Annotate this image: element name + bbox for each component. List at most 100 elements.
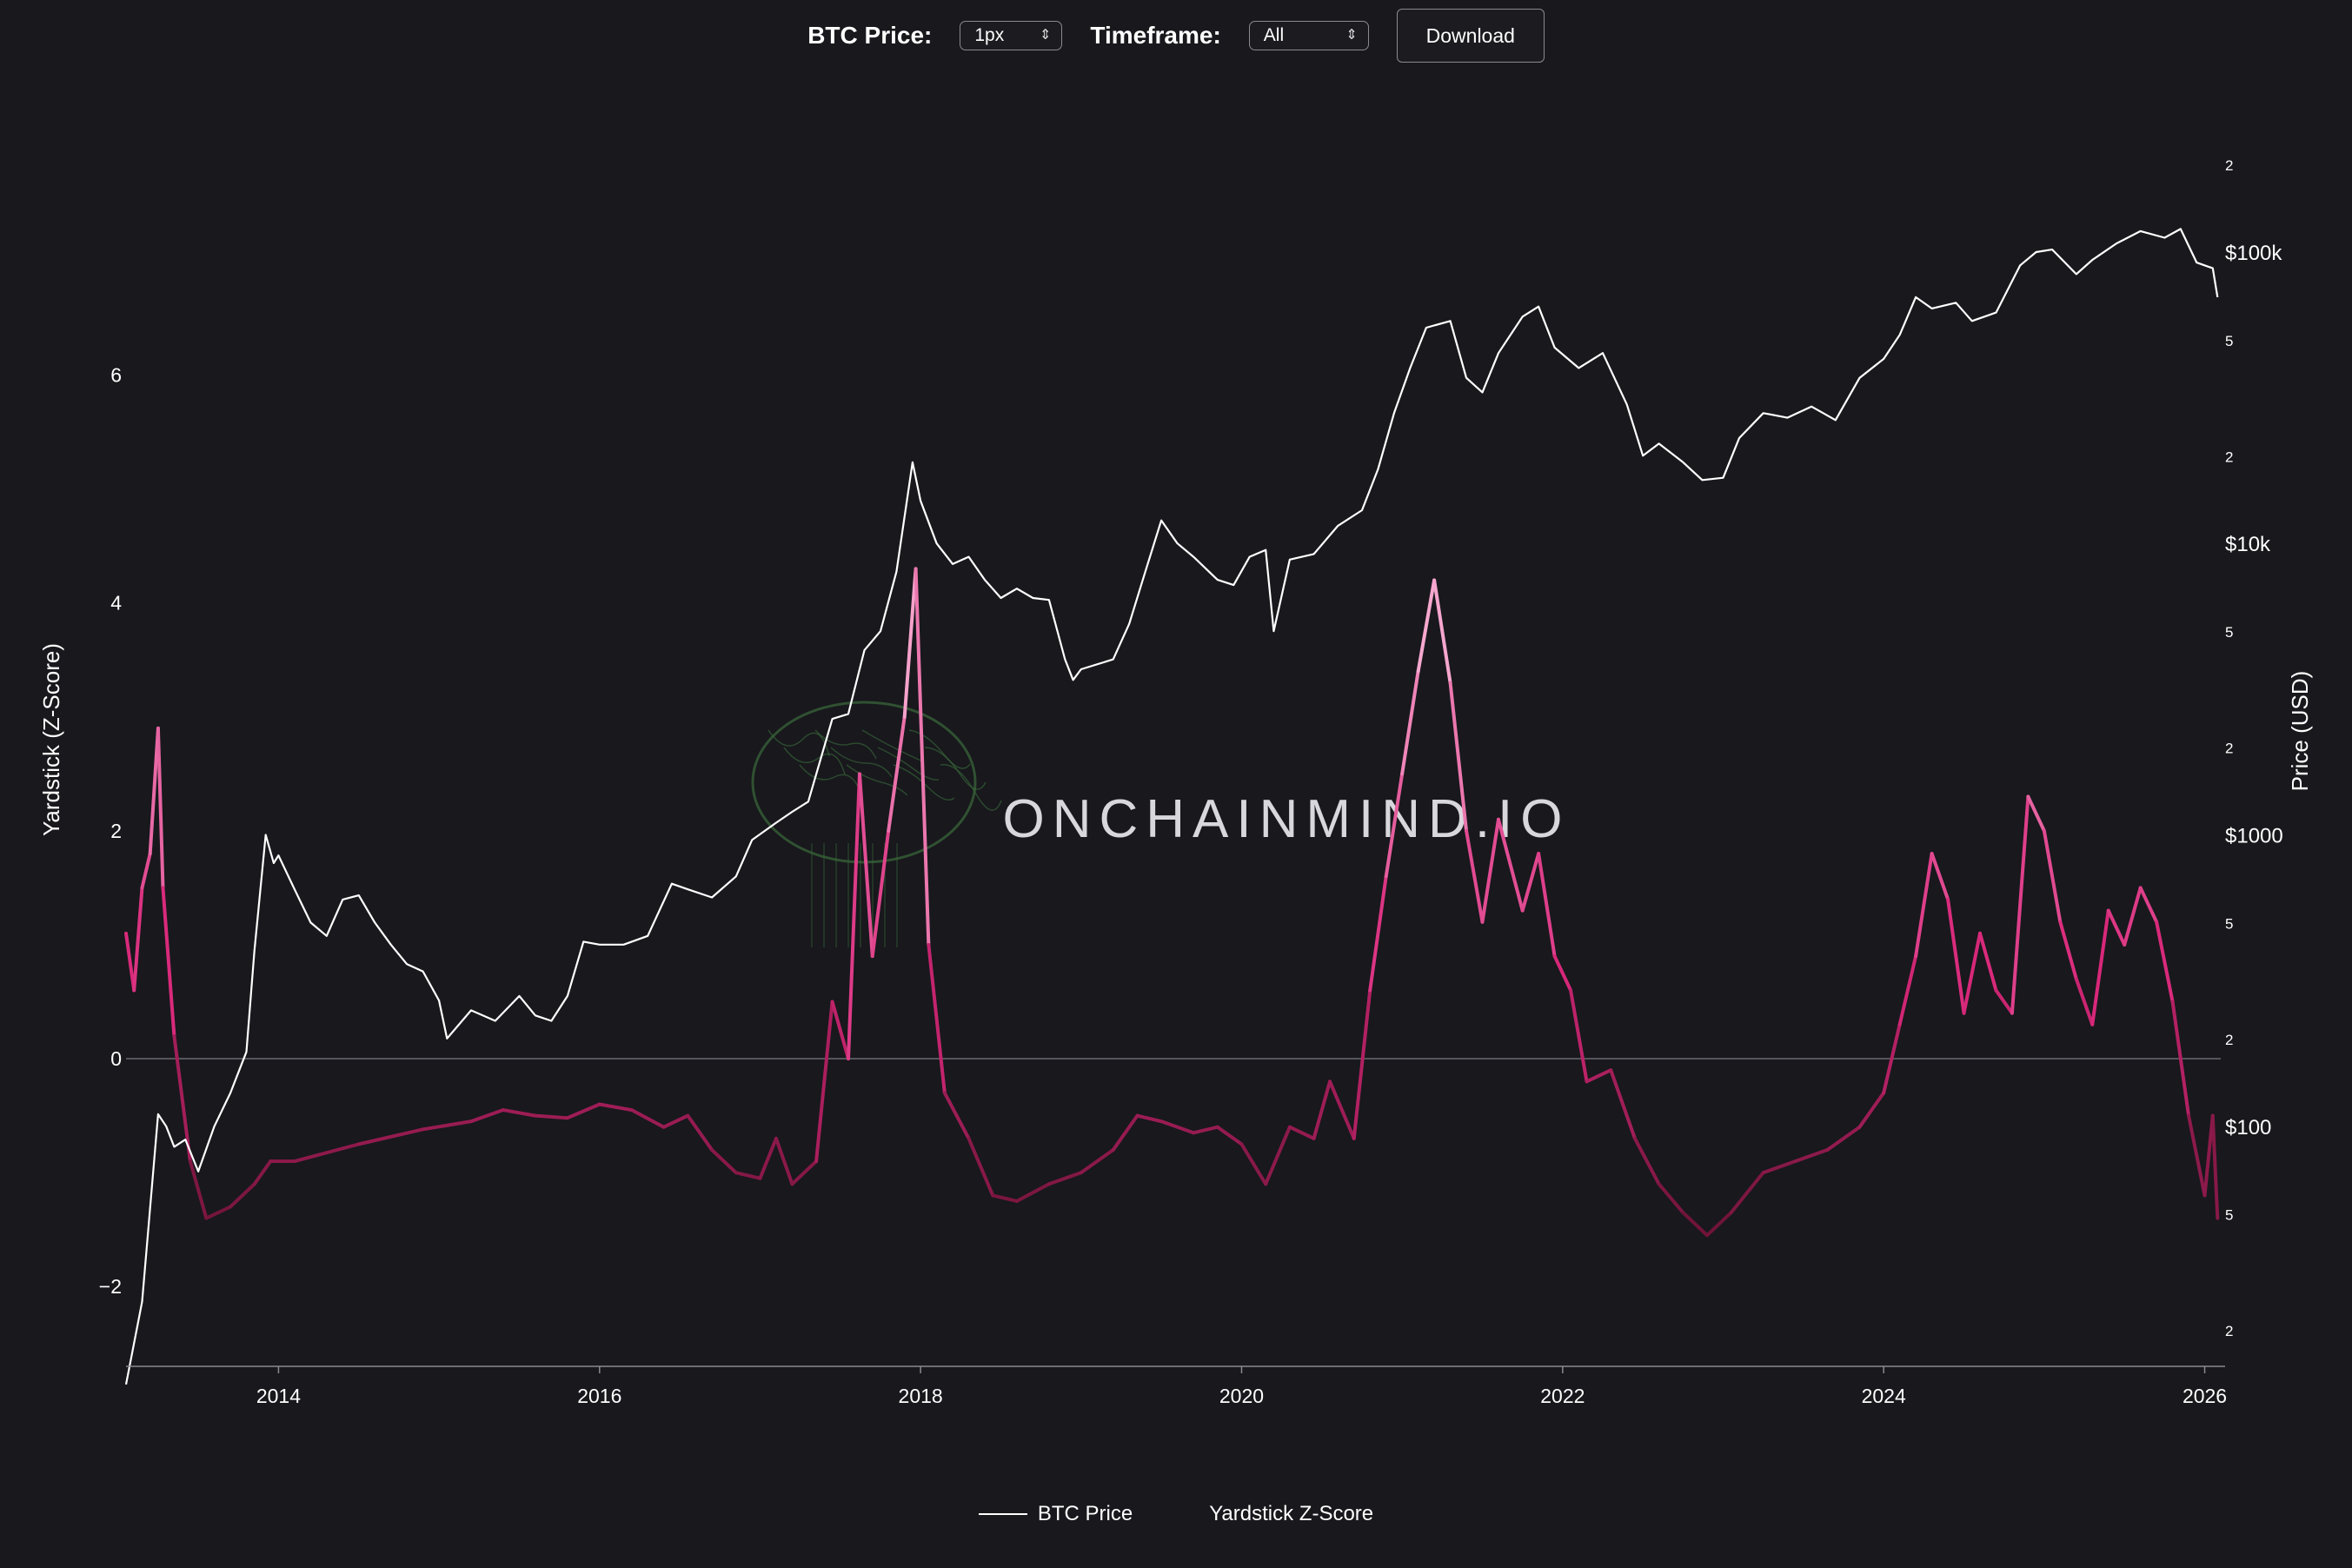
brain-circuit-line <box>767 729 830 757</box>
brain-circuit-line <box>846 764 908 796</box>
zscore-line-segment <box>132 886 144 993</box>
zscore-line-segment <box>857 772 874 959</box>
brain-circuit-line <box>893 764 955 801</box>
y-right-tick-label: 2 <box>2225 1032 2233 1048</box>
zscore-line-segment <box>204 1205 233 1220</box>
y-right-tick-label: $1000 <box>2225 825 2283 848</box>
zscore-line-segment <box>501 1108 537 1118</box>
y-right-tick-label: 5 <box>2225 1207 2233 1224</box>
zscore-line-segment <box>814 1000 834 1164</box>
zscore-line-segment <box>774 1136 794 1186</box>
zscore-line-segment <box>292 1142 361 1164</box>
y-right-tick-label: 2 <box>2225 448 2233 465</box>
zscore-line-segment <box>1046 1171 1083 1186</box>
timeframe-select[interactable]: All ⇕ <box>1248 21 1369 50</box>
zscore-line-segment <box>847 772 861 1061</box>
zscore-line-segment <box>870 828 891 959</box>
zscore-line-segment <box>156 726 165 890</box>
price-line <box>124 228 2219 1385</box>
zscore-line-segment <box>2010 794 2030 1015</box>
zscore-line-segment <box>2138 886 2159 924</box>
zscore-line-segment <box>1552 954 1573 993</box>
zscore-line-segment <box>1946 897 1966 1015</box>
zscore-line-segment <box>2058 920 2078 981</box>
brain-outline <box>751 701 977 864</box>
zscore-line-segment <box>1609 1068 1637 1140</box>
zscore-line-segment <box>902 567 918 719</box>
zscore-line-segment <box>991 1193 1019 1203</box>
x-tick-label: 2022 <box>1540 1385 1585 1407</box>
download-button[interactable]: Download <box>1396 9 1545 63</box>
legend-item-btc-price[interactable]: BTC Price <box>978 1502 1133 1526</box>
zscore-line-segment <box>1793 1147 1830 1164</box>
zscore-line-segment <box>1465 828 1485 924</box>
y-right-tick-label: $10k <box>2225 533 2271 556</box>
zscore-line-segment <box>161 886 176 1038</box>
zscore-line-segment <box>1705 1211 1733 1238</box>
zscore-line-segment <box>565 1102 601 1120</box>
zscore-line-segment <box>2042 828 2063 924</box>
zscore-line-segment <box>1681 1211 1710 1238</box>
zscore-line-segment <box>533 1113 569 1120</box>
zscore-line-segment <box>1632 1136 1661 1186</box>
y-left-tick-label: 4 <box>110 592 122 615</box>
zscore-line-segment <box>1135 1113 1164 1124</box>
y-right-tick-label: $100 <box>2225 1116 2271 1139</box>
zscore-line-segment <box>887 714 907 833</box>
zscore-line-segment <box>1857 1091 1886 1129</box>
zscore-line-segment <box>421 1120 474 1132</box>
updown-chevron-icon: ⇕ <box>1345 28 1358 43</box>
y-left-axis-label: Yardstick (Z-Score) <box>38 643 64 836</box>
x-tick-label: 2026 <box>2183 1385 2227 1407</box>
y-right-tick-label: 5 <box>2225 624 2233 641</box>
zscore-line-segment <box>1537 852 1557 959</box>
legend-swatch-btc-price <box>978 1513 1027 1515</box>
zscore-line-segment <box>1352 988 1372 1140</box>
brain-circuit-line <box>940 764 1002 811</box>
zscore-line-segment <box>686 1113 714 1152</box>
brain-circuit-line <box>830 747 893 778</box>
zscore-line-segment <box>1111 1113 1139 1152</box>
x-tick-label: 2024 <box>1862 1385 1906 1407</box>
zscore-line-segment <box>1569 988 1589 1084</box>
zscore-line-segment <box>1287 1125 1316 1140</box>
zscore-line-segment <box>1930 852 1950 901</box>
zscore-line-segment <box>1962 931 1982 1015</box>
zscore-line-segment <box>469 1108 505 1124</box>
btc-price-select[interactable]: 1px ⇕ <box>960 21 1063 50</box>
zscore-line-segment <box>1585 1068 1613 1084</box>
zscore-line-segment <box>942 1091 971 1140</box>
y-left-tick-label: −2 <box>99 1275 122 1298</box>
brain-circuit-line <box>783 747 846 775</box>
legend-item-zscore[interactable]: Yardstick Z-Score <box>1209 1502 1373 1526</box>
legend-label-zscore: Yardstick Z-Score <box>1209 1502 1374 1525</box>
zscore-line-segment <box>597 1102 634 1113</box>
y-left-tick-label: 2 <box>110 820 122 842</box>
zscore-line-segment <box>2210 1113 2220 1220</box>
zscore-line-segment <box>629 1108 666 1129</box>
zscore-line-segment <box>2026 794 2046 833</box>
axes-layer: 2014 2016 2018 2020 2022 2024 2026 −2 0 2 4 6 Yardst… <box>38 157 2313 1407</box>
x-tick-label: 2020 <box>1219 1385 1264 1407</box>
brain-circuit-line <box>861 729 924 762</box>
zscore-line-segment <box>1496 817 1525 913</box>
zscore-line-segment <box>2106 908 2127 947</box>
zscore-line-segment <box>1914 852 1934 959</box>
x-tick-label: 2014 <box>256 1385 301 1407</box>
zscore-line-segment <box>1239 1142 1268 1186</box>
zscore-line-segment <box>710 1147 738 1175</box>
zscore-line-segment <box>2187 1113 2207 1198</box>
y-left-tick-label: 6 <box>110 364 122 387</box>
updown-chevron-icon: ⇕ <box>1039 28 1052 43</box>
price-series <box>124 228 2219 1385</box>
zscore-line-segment <box>356 1127 425 1146</box>
zscore-line-segment <box>1520 852 1541 913</box>
y-right-tick-label: 2 <box>2225 741 2233 757</box>
zscore-line-segment <box>1657 1182 1685 1215</box>
brain-logo-icon <box>751 701 1002 947</box>
zscore-line-segment <box>188 1159 209 1220</box>
legend: BTC Price Yardstick Z-Score <box>0 1502 2352 1526</box>
zscore-line-segment <box>1897 954 1918 1027</box>
zscore-line-segment <box>734 1171 762 1180</box>
